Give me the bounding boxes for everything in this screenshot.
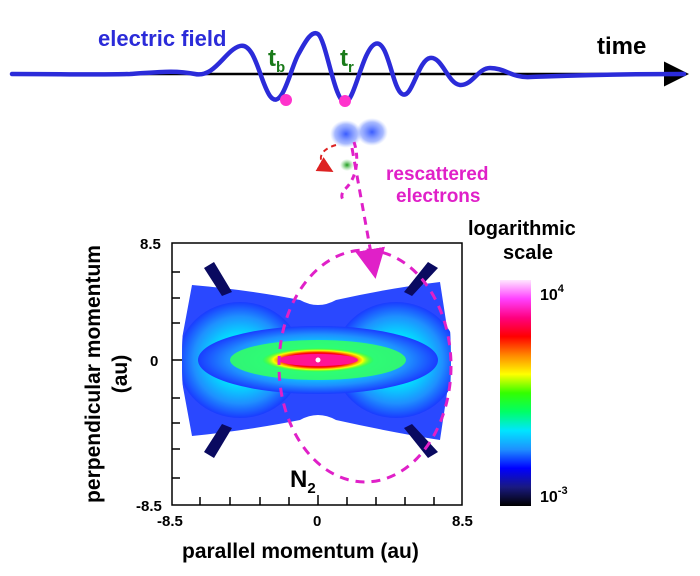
molecule-main: N	[290, 466, 307, 493]
colorbar-min-main: 10	[540, 489, 558, 506]
spike-bottom-left	[204, 424, 232, 458]
colorbar-max-main: 10	[540, 287, 558, 304]
x-tick-zero: 0	[313, 513, 321, 530]
birth-time-label: tb	[268, 45, 285, 76]
rescatter-ring	[277, 248, 453, 484]
x-axis-label: parallel momentum (au)	[182, 540, 419, 563]
origin-dot	[315, 357, 321, 363]
plot-frame	[171, 242, 463, 506]
spike-top-right	[404, 262, 438, 296]
colorbar-title-line1: logarithmic	[468, 218, 576, 240]
spike-bottom-right	[404, 424, 438, 458]
x-tick-right: 8.5	[452, 513, 473, 530]
return-time-marker	[339, 95, 351, 107]
y-tick-bottom: -8.5	[136, 498, 162, 515]
birth-time-marker	[280, 94, 292, 106]
electric-field-label: electric field	[98, 26, 226, 51]
x-tick-left: -8.5	[157, 513, 183, 530]
rescattered-label-line1: rescattered	[386, 164, 488, 185]
colorbar-min-exp: -3	[558, 485, 568, 497]
colorbar-max-exp: 4	[558, 283, 565, 295]
x-axis-ticks	[199, 495, 435, 505]
rescattered-label-line2: electrons	[396, 186, 480, 207]
y-tick-zero: 0	[150, 353, 158, 370]
colorbar	[500, 280, 531, 506]
y-axis-label-line2: (au)	[109, 355, 132, 394]
y-axis-label-line1: perpendicular momentum	[82, 245, 105, 503]
birth-time-main: t	[268, 45, 276, 72]
spike-top-left	[204, 262, 232, 296]
electron-dot	[340, 159, 354, 171]
molecule-sub: 2	[307, 480, 315, 497]
molecule-blob-right	[356, 118, 388, 146]
colorbar-max-label: 104	[540, 283, 565, 304]
return-time-label: tr	[340, 45, 354, 76]
electron-trajectory-red	[315, 144, 337, 172]
molecule-blob-left	[330, 120, 362, 148]
molecule-label: N2	[290, 466, 316, 497]
colorbar-title-line2: scale	[503, 242, 553, 264]
birth-time-sub: b	[276, 59, 285, 76]
y-tick-top: 8.5	[140, 236, 161, 253]
momentum-distribution	[182, 262, 451, 458]
return-time-main: t	[340, 45, 348, 72]
electron-return-path	[340, 141, 359, 204]
time-label: time	[597, 33, 646, 60]
return-time-sub: r	[348, 59, 354, 76]
colorbar-min-label: 10-3	[540, 485, 568, 506]
y-axis-ticks	[172, 271, 182, 479]
